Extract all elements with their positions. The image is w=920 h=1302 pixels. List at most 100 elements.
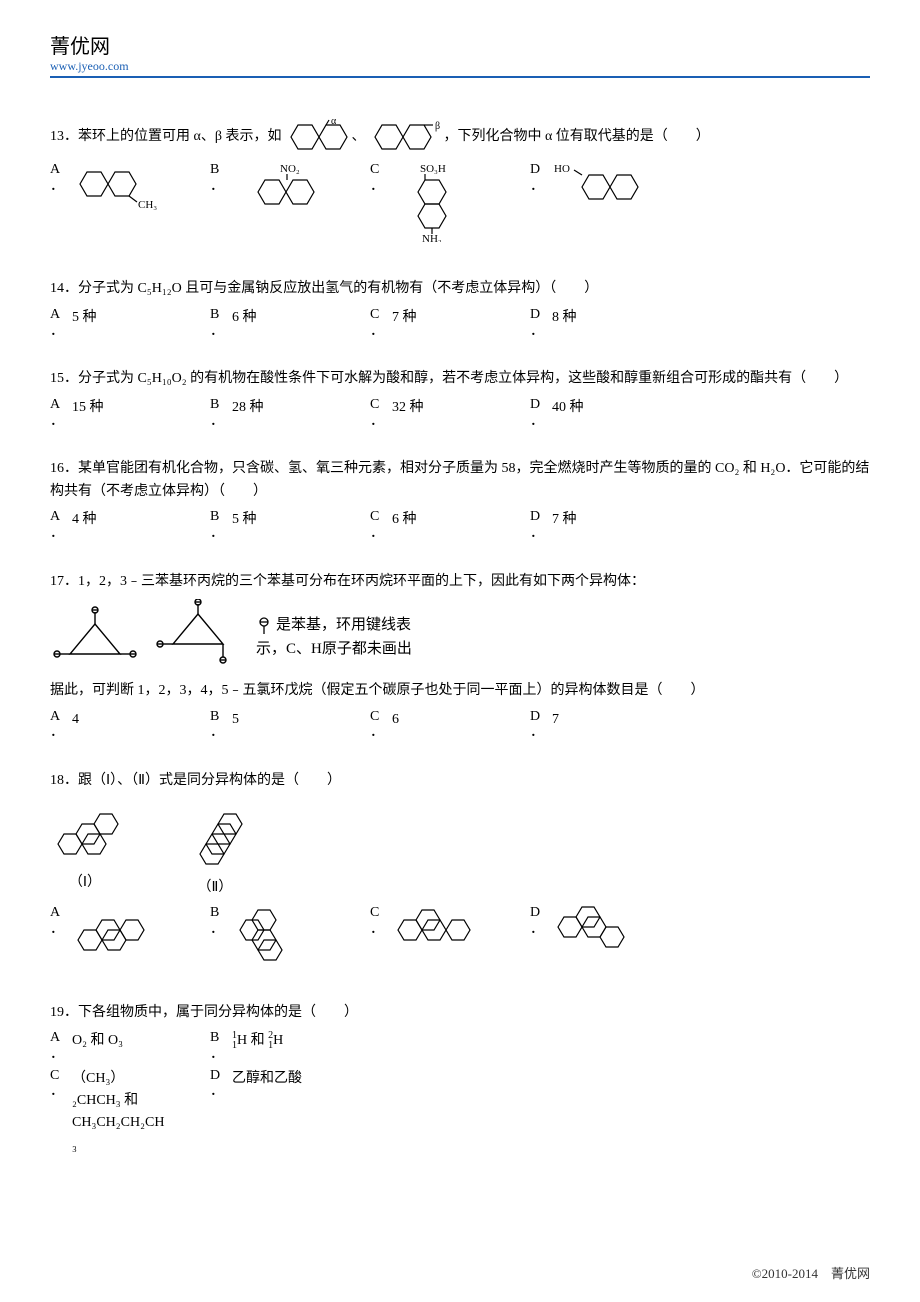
question-16: 16．某单官能团有机化合物，只含碳、氢、氧三种元素，相对分子质量为 58，完全燃…: [50, 458, 870, 542]
q13-text-c: ，下列化合物中 α 位有取代基的是（ ）: [443, 126, 709, 148]
q19-text: 下各组物质中，属于同分异构体的是（ ）: [78, 1005, 358, 1020]
q15-b: 28 种: [232, 397, 370, 419]
q13-options: A ． CH₃ B ． NO₂: [50, 162, 870, 250]
opt-label: B: [210, 1030, 219, 1045]
naphthalene-beta-icon: β: [365, 118, 443, 156]
q19-d: 乙醇和乙酸: [232, 1068, 370, 1090]
opt-label: C: [370, 509, 379, 524]
q14-num: 14．: [50, 281, 78, 296]
q17-ann2: 示，C、H原子都未画出: [256, 637, 412, 661]
question-15: 15．分子式为 C₅H₁₀O₂ 的有机物在酸性条件下可水解为酸和醇，若不考虑立体…: [50, 368, 870, 430]
q15-num: 15．: [50, 371, 78, 386]
q19-a: O₂ 和 O₃: [72, 1030, 210, 1052]
opt-label-a: A: [50, 162, 60, 177]
q18-b-icon: [232, 905, 302, 965]
q18-text: 跟（Ⅰ）、（Ⅱ）式是同分异构体的是（ ）: [78, 773, 341, 788]
q18-c-icon: [392, 905, 482, 950]
opt-label: D: [530, 397, 540, 412]
question-18: 18．跟（Ⅰ）、（Ⅱ）式是同分异构体的是（ ） （Ⅰ）: [50, 770, 870, 974]
q13-text-a: 苯环上的位置可用 α、β 表示，如: [78, 126, 281, 148]
q17-num: 17．: [50, 574, 78, 589]
q16-a: 4 种: [72, 509, 210, 531]
q17-a: 4: [72, 709, 210, 731]
q13-text-b: 、: [351, 126, 365, 148]
opt-label: D: [210, 1068, 220, 1083]
opt-label: C: [370, 397, 379, 412]
opt-label: D: [530, 307, 540, 322]
opt-dot: ．: [210, 179, 224, 194]
q13-opt-d: D ． HO: [530, 162, 690, 250]
q15-text: 分子式为 C₅H₁₀O₂ 的有机物在酸性条件下可水解为酸和醇，若不考虑立体异构，…: [78, 371, 848, 386]
no2-label: NO₂: [280, 163, 300, 175]
q13-a-structure-icon: CH₃: [72, 162, 167, 210]
opt-dot: ．: [370, 179, 384, 194]
cyclopropane-isomer1-icon: [50, 604, 145, 669]
opt-dot: ．: [50, 179, 64, 194]
opt-label: A: [50, 397, 60, 412]
q19-c: （CH₃） ₂CHCH₃ 和 CH₃CH₂CH₂CH ₃: [72, 1068, 210, 1158]
q18-a-icon: [72, 905, 152, 955]
beta-label: β: [435, 121, 440, 132]
opt-label: A: [50, 905, 60, 920]
nh2-label: NH₂: [422, 233, 442, 242]
opt-label-c: C: [370, 162, 379, 177]
q16-d: 7 种: [552, 509, 690, 531]
q15-a: 15 种: [72, 397, 210, 419]
opt-label-b: B: [210, 162, 219, 177]
phenyl-symbol-icon: [256, 615, 272, 635]
ch3-label: CH₃: [138, 199, 157, 210]
q17-d: 7: [552, 709, 690, 731]
q13-num: 13．: [50, 126, 78, 148]
q18-ref1-icon: [50, 804, 120, 864]
q14-text: 分子式为 C₅H₁₂O 且可与金属钠反应放出氢气的有机物有（不考虑立体异构）（ …: [78, 281, 598, 296]
opt-label: C: [370, 709, 379, 724]
q15-c: 32 种: [392, 397, 530, 419]
q13-opt-c: C ． SO₃H NH₂: [370, 162, 530, 250]
q14-c: 7 种: [392, 307, 530, 329]
q13-d-structure-icon: HO: [552, 162, 652, 207]
q19-b: 11H 和 21H: [232, 1030, 370, 1052]
q16-num: 16．: [50, 461, 78, 476]
footer-copyright: ©2010-2014 菁优网: [752, 1263, 870, 1282]
q17-annotation: 是苯基，环用键线表 示，C、H原子都未画出: [256, 613, 412, 661]
so3h-label: SO₃H: [420, 163, 446, 175]
q13-text: 13． 苯环上的位置可用 α、β 表示，如 α 、 β ，: [50, 118, 870, 156]
q13-opt-b: B ． NO₂: [210, 162, 370, 250]
q18-lbl1: （Ⅰ）: [50, 872, 120, 894]
q13-opt-a: A ． CH₃: [50, 162, 210, 250]
q18-num: 18．: [50, 773, 78, 788]
opt-label: D: [530, 709, 540, 724]
q14-d: 8 种: [552, 307, 690, 329]
question-17: 17．1，2，3﹣三苯基环丙烷的三个苯基可分布在环丙烷环平面的上下，因此有如下两…: [50, 571, 870, 742]
naphthalene-alpha-icon: α: [281, 118, 351, 156]
opt-dot: ．: [530, 179, 544, 194]
opt-label: A: [50, 1030, 60, 1045]
opt-label: C: [370, 905, 379, 920]
alpha-label: α: [331, 118, 337, 127]
opt-label: B: [210, 307, 219, 322]
opt-label: A: [50, 307, 60, 322]
q15-d: 40 种: [552, 397, 690, 419]
question-14: 14．分子式为 C₅H₁₂O 且可与金属钠反应放出氢气的有机物有（不考虑立体异构…: [50, 278, 870, 340]
opt-label: B: [210, 709, 219, 724]
opt-label-d: D: [530, 162, 540, 177]
q16-c: 6 种: [392, 509, 530, 531]
question-19: 19．下各组物质中，属于同分异构体的是（ ） A．O₂ 和 O₃ B． 11H …: [50, 1002, 870, 1162]
q18-ref2-icon: [180, 799, 250, 869]
q17-text2: 据此，可判断 1，2，3，4，5﹣五氯环戊烷（假定五个碳原子也处于同一平面上）的…: [50, 680, 870, 702]
opt-label: A: [50, 509, 60, 524]
q17-diagram-row: 是苯基，环用键线表 示，C、H原子都未画出: [50, 599, 870, 674]
site-name: 菁优网: [50, 30, 870, 59]
opt-label: A: [50, 709, 60, 724]
site-url: www.jyeoo.com: [50, 59, 870, 74]
q14-b: 6 种: [232, 307, 370, 329]
q19-num: 19．: [50, 1005, 78, 1020]
opt-label: B: [210, 397, 219, 412]
q16-text: 某单官能团有机化合物，只含碳、氢、氧三种元素，相对分子质量为 58，完全燃烧时产…: [50, 461, 869, 498]
q17-text: 1，2，3﹣三苯基环丙烷的三个苯基可分布在环丙烷环平面的上下，因此有如下两个异构…: [78, 574, 645, 589]
ho-label: HO: [554, 163, 570, 175]
question-13: 13． 苯环上的位置可用 α、β 表示，如 α 、 β ，: [50, 118, 870, 250]
q16-b: 5 种: [232, 509, 370, 531]
opt-label: C: [370, 307, 379, 322]
opt-label: B: [210, 509, 219, 524]
